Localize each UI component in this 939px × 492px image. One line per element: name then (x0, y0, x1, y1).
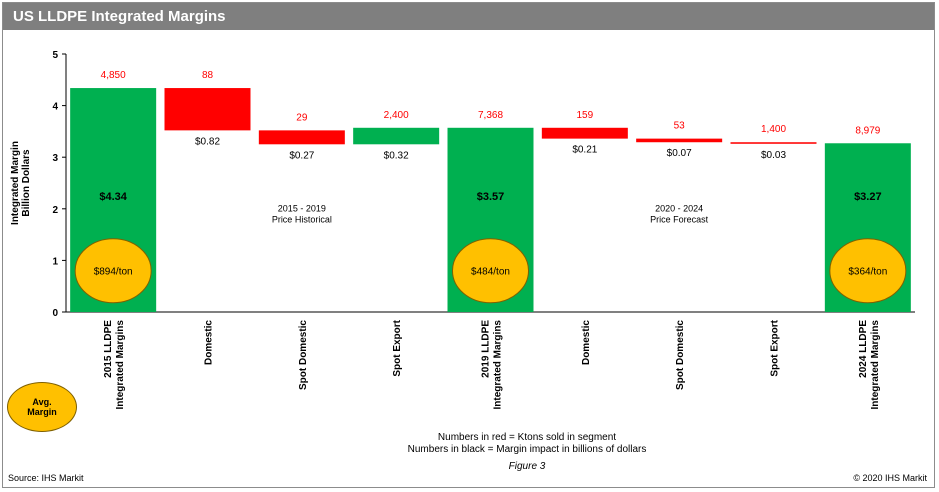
bar-8 (730, 142, 817, 144)
ktons-label: 8,979 (855, 125, 880, 136)
category-label: 2015 LLDPE (103, 320, 114, 378)
bar-3 (258, 130, 345, 145)
note-black: Numbers in black = Margin impact in bill… (407, 444, 647, 455)
ktons-label: 1,400 (761, 124, 786, 135)
avg-margin-legend-label: Avg. Margin (27, 397, 57, 417)
avg-margin-label: $364/ton (848, 267, 887, 278)
bar-4 (353, 127, 440, 145)
bar-value-label: $0.82 (195, 136, 220, 147)
period-annotation: 2015 - 2019 (278, 203, 326, 213)
bar-6 (541, 127, 628, 139)
ktons-label: 88 (202, 70, 214, 81)
category-label: Spot Domestic (675, 320, 686, 390)
category-label: Spot Domestic (298, 320, 309, 390)
avg-margin-circle (829, 238, 907, 304)
avg-margin-legend: Avg. Margin (7, 382, 77, 432)
y-tick-label: 0 (52, 308, 58, 319)
category-label: 2024 LLDPE (858, 320, 869, 378)
source-label: Source: IHS Markit (8, 473, 84, 483)
y-tick-label: 2 (52, 205, 58, 216)
category-label: Spot Export (770, 319, 781, 376)
ktons-label: 4,850 (101, 70, 126, 81)
avg-margin-label: $484/ton (471, 267, 510, 278)
period-annotation: 2020 - 2024 (655, 203, 703, 213)
y-tick-label: 4 (52, 102, 58, 113)
ktons-label: 53 (674, 121, 686, 132)
ktons-label: 159 (576, 110, 593, 121)
note-red: Numbers in red = Ktons sold in segment (437, 432, 617, 443)
avg-margin-label: $894/ton (94, 267, 133, 278)
ktons-label: 2,400 (384, 110, 409, 121)
y-axis-title: Billion Dollars (21, 149, 32, 217)
category-label: Domestic (204, 320, 215, 365)
category-label: Integrated Margins (870, 320, 881, 410)
bar-value-label: $0.27 (289, 150, 314, 161)
y-axis-title: Integrated Margin (10, 141, 21, 225)
avg-margin-circle (452, 238, 529, 304)
figure-label: Figure 3 (508, 461, 546, 472)
category-label: 2019 LLDPE (481, 320, 492, 378)
y-tick-label: 1 (52, 256, 58, 267)
category-label: Integrated Margins (115, 320, 126, 410)
category-label: Integrated Margins (493, 320, 504, 410)
ktons-label: 29 (296, 112, 308, 123)
chart-title: US LLDPE Integrated Margins (13, 8, 226, 25)
category-label: Domestic (581, 320, 592, 365)
copyright-label: © 2020 IHS Markit (853, 473, 927, 483)
period-annotation: Price Forecast (650, 214, 709, 224)
period-annotation: Price Historical (272, 214, 332, 224)
bar-value-label: $0.03 (761, 150, 786, 161)
bar-value-label: $0.32 (384, 150, 409, 161)
ktons-label: 7,368 (478, 110, 503, 121)
category-label: Spot Export (392, 319, 403, 376)
bar-value-label: $0.21 (572, 145, 597, 156)
y-tick-label: 3 (52, 153, 58, 164)
bar-value-label: $3.57 (477, 191, 505, 203)
bar-value-label: $3.27 (854, 191, 882, 203)
bar-value-label: $0.07 (667, 148, 692, 159)
bar-2 (164, 88, 251, 131)
bar-value-label: $4.34 (99, 191, 127, 203)
title-bar: US LLDPE Integrated Margins (3, 3, 934, 30)
y-tick-label: 5 (52, 50, 58, 61)
bar-7 (636, 138, 723, 143)
avg-margin-circle (74, 238, 152, 304)
